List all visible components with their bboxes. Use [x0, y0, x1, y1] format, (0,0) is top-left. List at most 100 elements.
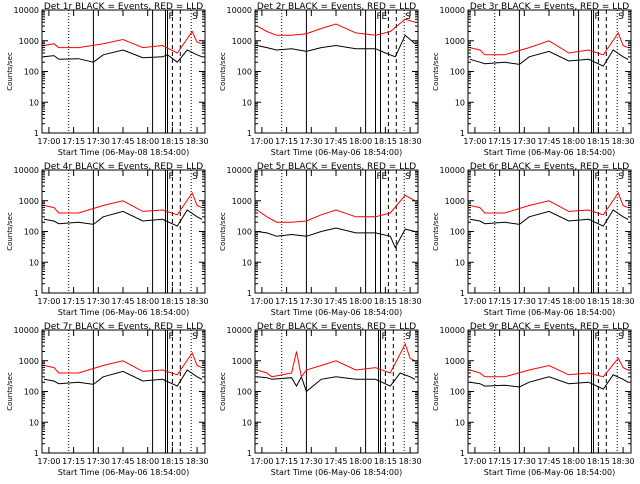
plot-frame — [41, 169, 206, 294]
chart-title: Det 4r BLACK = Events, RED = LLD — [44, 162, 203, 172]
marker-label: F — [168, 332, 173, 342]
y-tick-label: 10000 — [14, 166, 39, 175]
events-series-line — [43, 49, 203, 63]
x-tick-label: 17:15 — [488, 137, 511, 146]
x-tick-label: 18:00 — [136, 457, 159, 466]
chart-title: Det 7r BLACK = Events, RED = LLD — [44, 322, 203, 332]
events-series-line — [256, 34, 416, 58]
y-tick-label: 10000 — [14, 6, 39, 15]
y-axis-label: Counts/sec — [432, 372, 440, 411]
x-tick-label: 17:00 — [463, 457, 486, 466]
y-tick-label: 10 — [455, 98, 465, 107]
lld-series-line — [43, 30, 203, 54]
marker-label: E — [381, 12, 387, 22]
y-tick-label: 10000 — [227, 166, 252, 175]
y-axis-label: Counts/sec — [6, 212, 14, 251]
chart-title: Det 2r BLACK = Events, RED = LLD — [257, 2, 416, 12]
x-axis-label: Start Time (06-May-06 18:54:00) — [271, 468, 402, 477]
y-tick-label: 10000 — [440, 166, 465, 175]
plot-frame — [467, 169, 632, 294]
x-tick-label: 18:30 — [186, 137, 209, 146]
y-axis-label: Counts/sec — [219, 52, 227, 91]
chart-title: Det 5r BLACK = Events, RED = LLD — [257, 162, 416, 172]
y-tick-label: 10 — [29, 98, 39, 107]
y-tick-label: 1000 — [232, 357, 252, 366]
x-tick-label: 18:30 — [399, 137, 422, 146]
y-tick-label: 1 — [460, 129, 465, 138]
y-tick-label: 1000 — [445, 37, 465, 46]
x-tick-label: 17:30 — [513, 297, 536, 306]
x-tick-label: 17:15 — [62, 457, 85, 466]
y-tick-label: 100 — [24, 388, 39, 397]
y-tick-label: 10000 — [14, 326, 39, 335]
y-tick-label: 1000 — [19, 197, 39, 206]
x-tick-label: 17:15 — [488, 457, 511, 466]
y-tick-label: 1 — [247, 289, 252, 298]
y-axis-label: Counts/sec — [6, 372, 14, 411]
x-tick-label: 18:30 — [186, 457, 209, 466]
x-tick-label: 17:45 — [111, 457, 134, 466]
events-series-line — [43, 209, 203, 227]
chart-title: Det 6r BLACK = Events, RED = LLD — [470, 162, 629, 172]
x-tick-label: 18:30 — [612, 457, 635, 466]
marker-label: F — [594, 172, 599, 182]
x-tick-label: 17:30 — [300, 137, 323, 146]
chart-title: Det 8r BLACK = Events, RED = LLD — [257, 322, 416, 332]
x-axis-label: Start Time (06-May-06 18:54:00) — [484, 468, 615, 477]
x-tick-label: 17:45 — [111, 297, 134, 306]
y-tick-label: 1 — [34, 129, 39, 138]
x-tick-label: 18:15 — [374, 457, 397, 466]
x-axis-label: Start Time (06-May-06 18:54:00) — [484, 148, 615, 157]
y-axis-label: Counts/sec — [432, 52, 440, 91]
y-tick-label: 10 — [242, 258, 252, 267]
x-tick-label: 18:30 — [612, 137, 635, 146]
plot-frame — [467, 9, 632, 134]
x-tick-label: 17:45 — [324, 137, 347, 146]
x-tick-label: 17:00 — [250, 457, 273, 466]
marker-label: S — [192, 332, 198, 342]
y-tick-label: 10 — [242, 418, 252, 427]
y-tick-label: 1000 — [445, 357, 465, 366]
x-tick-label: 17:00 — [463, 137, 486, 146]
x-tick-label: 18:00 — [136, 137, 159, 146]
x-axis-label: Start Time (06-May-08 18:54:00) — [58, 148, 189, 157]
x-tick-label: 18:00 — [136, 297, 159, 306]
x-tick-label: 17:45 — [537, 137, 560, 146]
marker-label: F — [377, 12, 382, 22]
y-tick-label: 1 — [34, 449, 39, 458]
lld-series-line — [469, 191, 629, 216]
lld-series-line — [469, 357, 629, 378]
x-tick-label: 18:00 — [562, 137, 585, 146]
lld-series-line — [256, 342, 416, 379]
marker-label: S — [192, 12, 198, 22]
y-tick-label: 10000 — [227, 6, 252, 15]
chart-title: Det 3r BLACK = Events, RED = LLD — [470, 2, 629, 12]
x-axis-label: Start Time (06-May-06 18:54:00) — [484, 308, 615, 317]
x-tick-label: 18:00 — [349, 457, 372, 466]
x-tick-label: 18:00 — [562, 457, 585, 466]
lld-series-line — [256, 194, 416, 223]
lld-series-line — [43, 191, 203, 216]
x-tick-label: 18:15 — [374, 137, 397, 146]
y-tick-label: 1 — [34, 289, 39, 298]
x-tick-label: 17:00 — [463, 297, 486, 306]
marker-label: E — [381, 172, 387, 182]
lld-series-line — [43, 351, 203, 376]
x-tick-label: 17:00 — [250, 137, 273, 146]
x-tick-label: 18:15 — [374, 297, 397, 306]
y-tick-label: 1000 — [19, 37, 39, 46]
y-tick-label: 100 — [24, 228, 39, 237]
marker-label: F — [594, 332, 599, 342]
x-axis-label: Start Time (06-May-06 18:54:00) — [58, 468, 189, 477]
marker-label: S — [618, 172, 624, 182]
y-tick-label: 1000 — [232, 197, 252, 206]
x-tick-label: 18:00 — [562, 297, 585, 306]
